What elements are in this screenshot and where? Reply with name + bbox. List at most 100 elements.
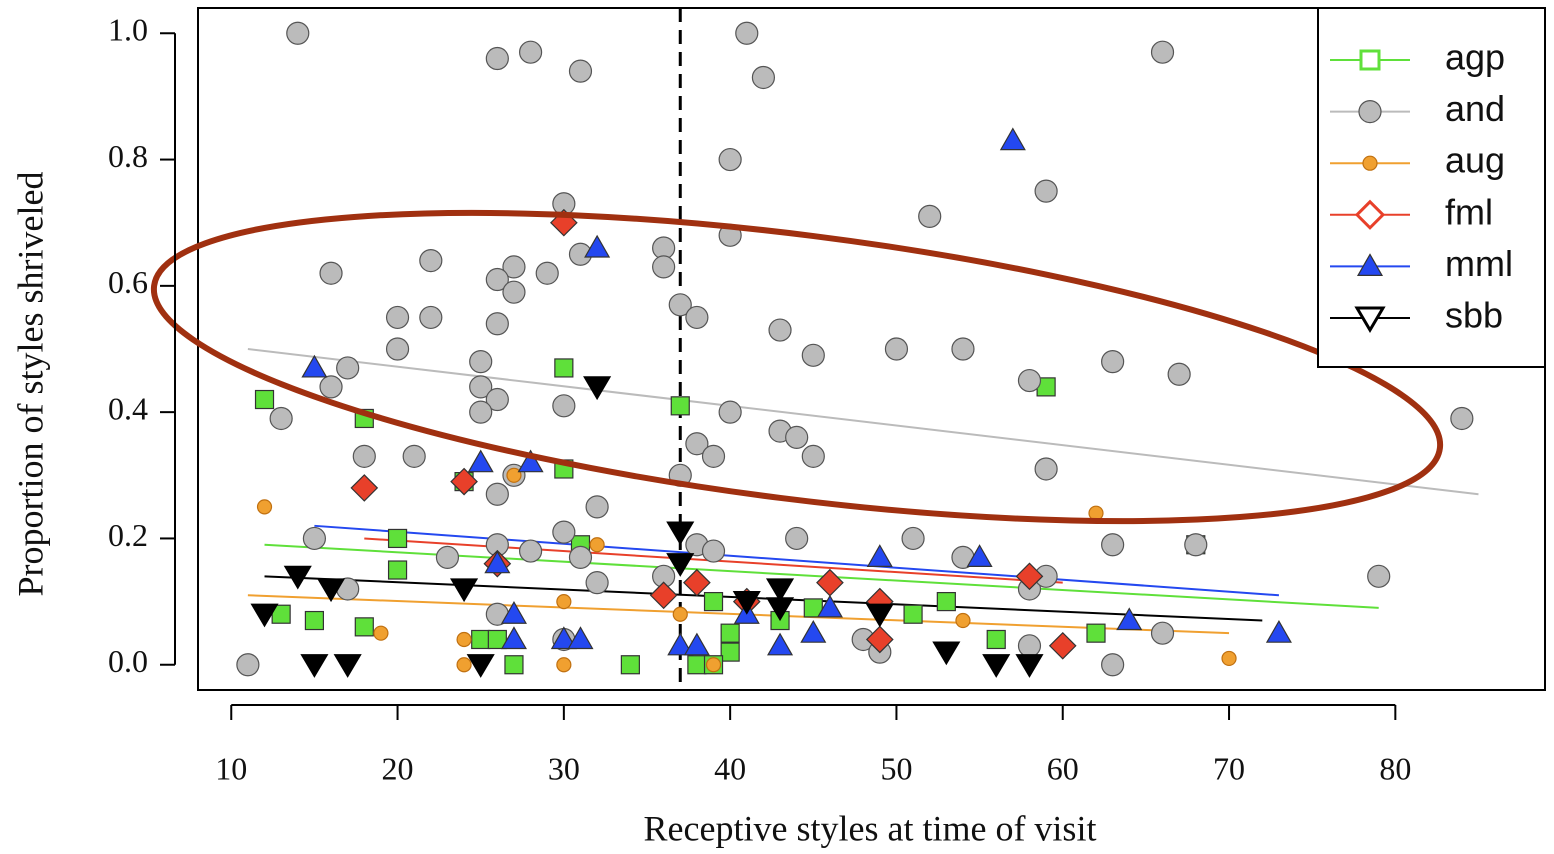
point — [457, 632, 471, 646]
legend-marker — [1363, 156, 1377, 170]
y-tick-label: 0.6 — [108, 264, 148, 300]
point — [621, 656, 639, 674]
point — [987, 630, 1005, 648]
point — [335, 655, 361, 677]
point — [387, 306, 409, 328]
legend-label: agp — [1445, 37, 1505, 78]
point — [688, 656, 706, 674]
x-tick-label: 80 — [1379, 750, 1411, 786]
point — [590, 538, 604, 552]
point — [1451, 407, 1473, 429]
point — [904, 605, 922, 623]
point — [270, 407, 292, 429]
point — [237, 654, 259, 676]
point — [937, 593, 955, 611]
y-tick-label: 0.2 — [108, 517, 148, 553]
point — [1018, 370, 1040, 392]
legend-label: aug — [1445, 140, 1505, 181]
point — [451, 579, 477, 601]
point — [389, 561, 407, 579]
point — [355, 618, 373, 636]
point — [721, 624, 739, 642]
point — [703, 540, 725, 562]
point — [956, 614, 970, 628]
point — [1102, 654, 1124, 676]
point — [586, 496, 608, 518]
point — [1152, 622, 1174, 644]
point — [305, 612, 323, 630]
point — [705, 593, 723, 611]
point — [303, 527, 325, 549]
point — [1368, 565, 1390, 587]
legend-box — [1318, 8, 1545, 367]
point — [721, 643, 739, 661]
point — [703, 445, 725, 467]
point — [736, 22, 758, 44]
x-tick-label: 60 — [1047, 750, 1079, 786]
legend-marker — [1361, 51, 1379, 69]
point — [557, 595, 571, 609]
point — [885, 338, 907, 360]
point — [1016, 655, 1042, 677]
point — [802, 344, 824, 366]
point — [1035, 180, 1057, 202]
point — [569, 60, 591, 82]
point — [1001, 129, 1025, 150]
point — [768, 634, 792, 655]
page: Receptive styles at time of visit Propor… — [0, 0, 1554, 854]
point — [684, 570, 710, 596]
plot-area — [237, 8, 1479, 690]
point — [436, 546, 458, 568]
point — [337, 357, 359, 379]
point — [933, 642, 959, 664]
point — [470, 351, 492, 373]
point — [952, 338, 974, 360]
point — [320, 262, 342, 284]
point — [287, 22, 309, 44]
y-tick-label: 0.0 — [108, 643, 148, 679]
point — [983, 655, 1009, 677]
point — [1102, 534, 1124, 556]
point — [420, 306, 442, 328]
point — [868, 545, 892, 566]
point — [801, 621, 825, 642]
x-tick-label: 10 — [215, 750, 247, 786]
legend-label: sbb — [1445, 295, 1503, 336]
point — [302, 356, 326, 377]
point — [351, 475, 377, 501]
y-axis-label: Proportion of styles shriveled — [10, 172, 50, 597]
legend-label: and — [1445, 88, 1505, 129]
point — [1087, 624, 1105, 642]
point — [685, 634, 709, 655]
point — [374, 626, 388, 640]
point — [520, 540, 542, 562]
point — [457, 658, 471, 672]
chart: Receptive styles at time of visit Propor… — [0, 0, 1554, 854]
point — [1035, 458, 1057, 480]
point — [671, 397, 689, 415]
point — [786, 527, 808, 549]
point — [486, 483, 508, 505]
trend-line — [248, 349, 1479, 494]
point — [555, 359, 573, 377]
point — [769, 319, 791, 341]
point — [1050, 633, 1076, 659]
point — [503, 281, 525, 303]
x-tick-label: 30 — [548, 750, 580, 786]
point — [902, 527, 924, 549]
point — [719, 149, 741, 171]
point — [786, 426, 808, 448]
point — [707, 658, 721, 672]
point — [320, 376, 342, 398]
point — [651, 582, 677, 608]
point — [557, 658, 571, 672]
point — [1018, 635, 1040, 657]
point — [553, 521, 575, 543]
y-tick-label: 1.0 — [108, 12, 148, 48]
point — [584, 377, 610, 399]
point — [1185, 534, 1207, 556]
point — [505, 656, 523, 674]
point — [653, 256, 675, 278]
point — [486, 313, 508, 335]
point — [719, 401, 741, 423]
